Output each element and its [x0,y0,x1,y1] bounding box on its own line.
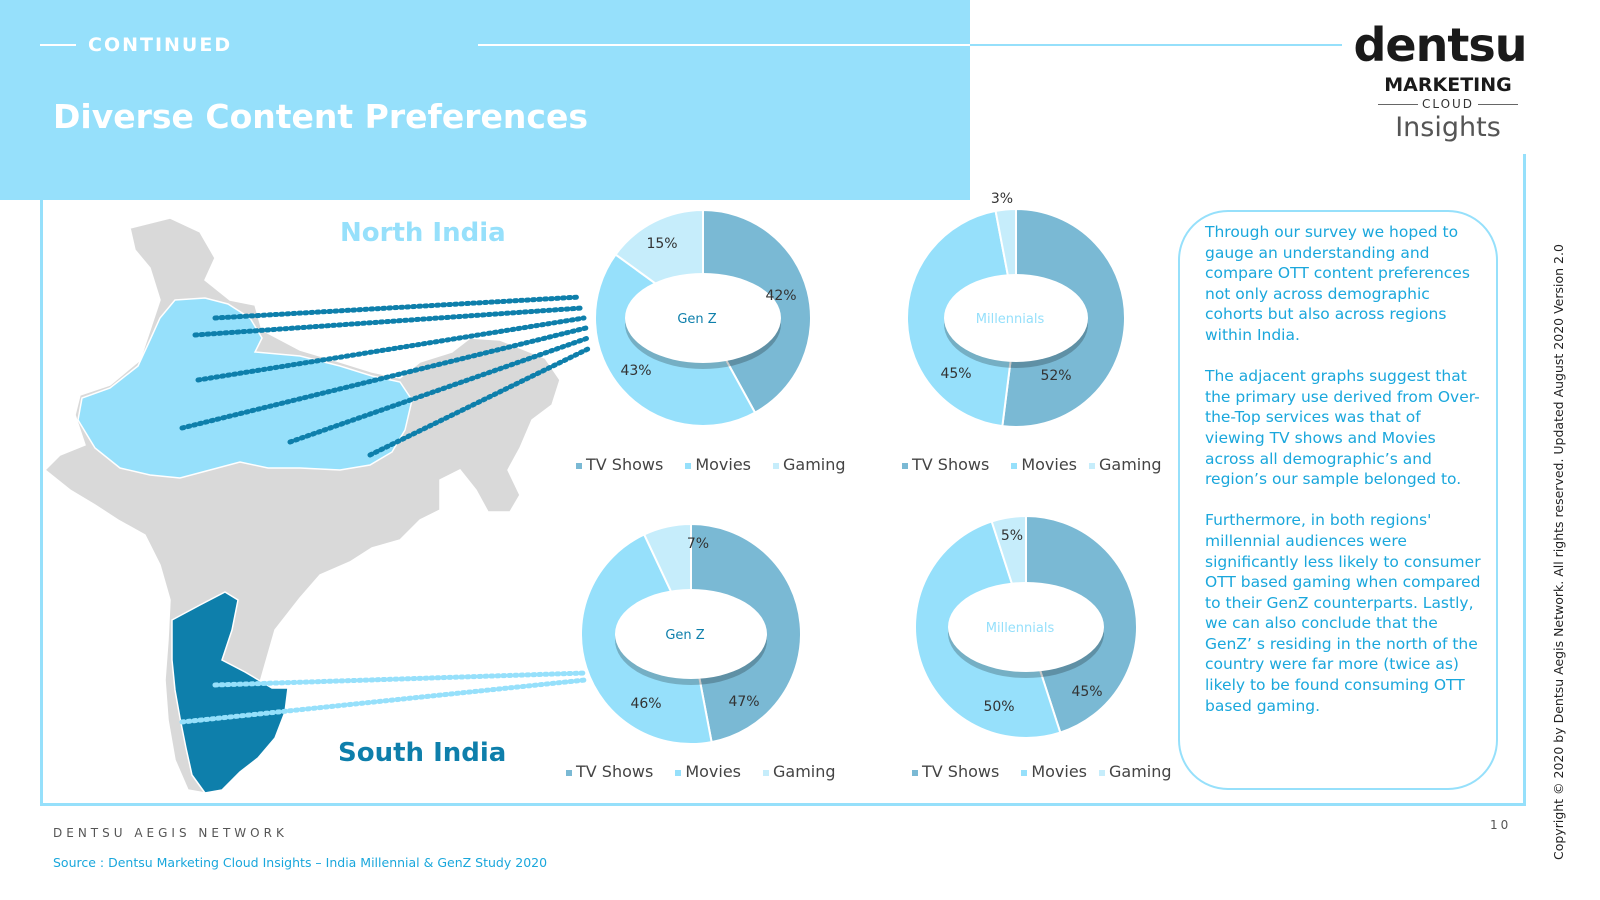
north-connector-lines [179,294,593,458]
header-rule-right [970,44,1342,46]
logo-insights: Insights [1395,112,1501,143]
donut-center-label: Gen Z [665,628,704,643]
donut-chart-south-genz: Gen Z 47% 46% 7% [580,522,802,745]
legend-swatch [1011,462,1018,469]
legend-item-tv-shows: TV Shows [576,455,663,474]
legend-item-gaming: Gaming [763,762,836,781]
commentary-paragraph: Furthermore, in both regions' millennial… [1205,511,1481,715]
legend-item-gaming: Gaming [1089,455,1162,474]
donut-hole [615,589,767,679]
donut-hole [625,273,781,363]
content-frame [40,44,1526,806]
commentary-box [1178,210,1498,790]
legend-north-genz: TV Shows Movies Gaming [576,455,868,474]
legend-south-genz: TV Shows Movies Gaming [566,762,858,781]
legend-swatch [576,462,582,469]
commentary-paragraph: Through our survey we hoped to gauge an … [1205,223,1470,344]
legend-item-tv-shows: TV Shows [902,455,989,474]
donut-chart-north-genz: Gen Z 42% 43% 15% [594,208,812,427]
data-label-movies: 46% [630,696,661,712]
north-india-highlight [77,297,413,479]
legend-swatch [902,462,908,469]
legend-item-movies: Movies [685,455,751,474]
dentsu-logo: dentsu MARKETING CLOUD Insights [1350,16,1530,156]
header-band [0,0,970,200]
legend-item-tv-shows: TV Shows [566,762,653,781]
header-rule-left [40,44,76,46]
donut-center-label: Millennials [986,621,1055,636]
legend-swatch [685,462,692,469]
south-connector-lines [179,670,588,725]
page-number: 10 [1490,818,1512,832]
data-label-tv-shows: 42% [765,288,796,304]
legend-north-millennials: TV Shows Movies Gaming [902,455,1162,474]
legend-item-tv-shows: TV Shows [912,762,999,781]
legend-item-movies: Movies [1011,455,1077,474]
data-label-gaming: 3% [991,191,1013,207]
data-label-tv-shows: 47% [728,694,759,710]
south-india-label: South India [338,738,507,768]
data-label-gaming: 15% [646,236,677,252]
commentary-paragraph: The adjacent graphs suggest that the pri… [1205,367,1480,489]
donut-hole [944,274,1088,362]
legend-swatch [675,769,682,776]
data-label-movies: 50% [983,699,1014,715]
legend-swatch [1021,769,1028,776]
donut-center-label: Millennials [976,312,1045,327]
legend-item-gaming: Gaming [773,455,846,474]
header-rule-middle [478,44,970,46]
legend-swatch [763,769,769,776]
north-india-label: North India [340,218,506,248]
legend-item-movies: Movies [1021,762,1087,781]
commentary-text: Through our survey we hoped to gauge an … [1205,222,1481,737]
copyright-note: Copyright © 2020 by Dentsu Aegis Network… [1551,244,1566,860]
logo-marketing: MARKETING [1384,74,1512,96]
legend-swatch [566,769,572,776]
south-india-highlight [171,591,289,794]
legend-south-millennials: TV Shows Movies Gaming [912,762,1172,781]
logo-cloud-line: CLOUD [1366,96,1530,112]
donut-chart-north-millennials: Millennials 52% 45% 3% [906,191,1126,428]
india-map [43,217,593,794]
donut-center-label: Gen Z [677,312,716,327]
donut-chart-south-millennials: Millennials 45% 50% 5% [914,514,1138,739]
data-label-gaming: 5% [1001,528,1023,544]
legend-swatch [773,462,779,469]
donut-hole [948,582,1104,672]
footer-network: DENTSU AEGIS NETWORK [53,826,288,840]
logo-cloud: CLOUD [1421,97,1475,111]
legend-item-gaming: Gaming [1099,762,1172,781]
data-label-tv-shows: 45% [1071,684,1102,700]
source-note: Source : Dentsu Marketing Cloud Insights… [53,855,548,870]
logo-wordmark: dentsu [1353,18,1528,72]
frame-gap [1520,40,1532,154]
page-title: Diverse Content Preferences [53,97,588,136]
legend-swatch [1099,769,1105,776]
data-label-movies: 43% [620,363,651,379]
data-label-gaming: 7% [687,536,709,552]
continued-label: CONTINUED [88,34,233,56]
legend-swatch [912,769,918,776]
legend-swatch [1089,462,1095,469]
data-label-tv-shows: 52% [1040,368,1071,384]
data-label-movies: 45% [940,366,971,382]
legend-item-movies: Movies [675,762,741,781]
